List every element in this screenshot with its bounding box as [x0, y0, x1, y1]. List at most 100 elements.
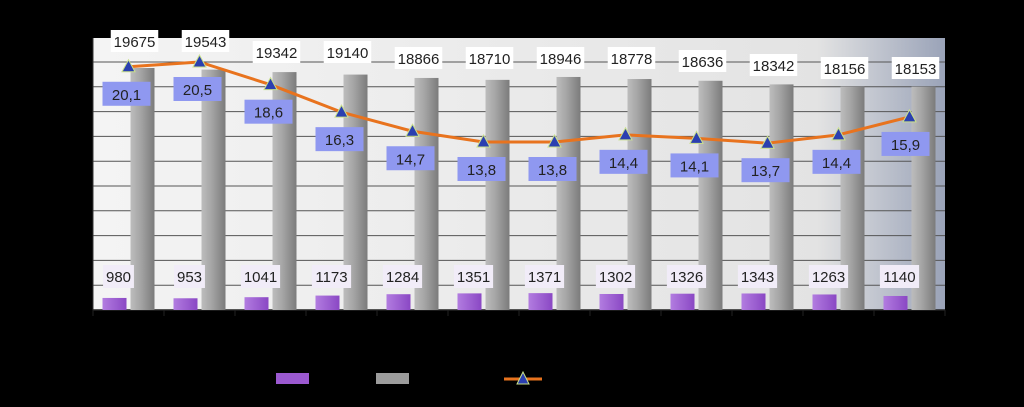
line-marker: [547, 133, 562, 148]
purple-value-label-box: [879, 265, 920, 288]
gray-value-label-box: [536, 47, 585, 69]
gray-value-label: 19543: [185, 34, 227, 51]
line-value-label: 14,4: [822, 155, 851, 172]
purple-value-label-box: [666, 265, 707, 288]
gray-value-label: 18156: [824, 61, 866, 78]
purple-value-label: 1326: [670, 269, 703, 286]
purple-value-label: 1041: [244, 269, 277, 286]
gray-value-label: 18710: [469, 51, 511, 68]
line-value-label-box: [102, 81, 151, 106]
line-marker: [902, 108, 917, 123]
gray-value-label-box: [181, 30, 230, 52]
gray-value-label-box: [749, 54, 798, 76]
gray-value-label-box: [607, 47, 656, 69]
line-value-label-box: [315, 127, 364, 152]
bar-purple: [599, 293, 624, 310]
gray-value-label: 18946: [540, 51, 582, 68]
bar-purple: [528, 293, 553, 310]
purple-value-label: 953: [177, 269, 202, 286]
purple-value-label: 1284: [386, 269, 419, 286]
line-value-label-box: [741, 158, 790, 183]
line-value-label-box: [244, 99, 293, 124]
line-value-label: 14,1: [680, 158, 709, 175]
purple-value-label-box: [453, 265, 494, 288]
gray-value-label-box: [678, 50, 727, 72]
purple-value-label: 1343: [741, 269, 774, 286]
line-value-label: 15,9: [891, 137, 920, 154]
gray-value-label-box: [394, 47, 443, 69]
gray-value-label: 18636: [682, 54, 724, 71]
gray-value-label: 19140: [327, 45, 369, 62]
line-value-label: 20,5: [183, 82, 212, 99]
line-value-label: 14,7: [396, 151, 425, 168]
gray-value-label-box: [820, 57, 869, 79]
line-marker: [263, 76, 278, 91]
line-marker: [831, 126, 846, 141]
line-marker: [334, 104, 349, 118]
bar-gray: [130, 67, 155, 310]
gray-value-label-box: [252, 41, 301, 63]
bar-purple: [883, 295, 908, 310]
bar-purple: [386, 294, 411, 310]
purple-value-label-box: [382, 265, 423, 288]
purple-value-label-box: [595, 265, 636, 288]
line-marker: [689, 130, 704, 144]
bar-purple: [670, 293, 695, 310]
line-value-label: 13,7: [751, 163, 780, 180]
line-marker: [476, 133, 491, 148]
line-value-label-box: [386, 146, 435, 171]
line-path: [128, 60, 910, 145]
purple-value-label: 980: [106, 269, 131, 286]
gray-value-label-box: [465, 47, 514, 69]
line-value-label: 14,4: [609, 155, 638, 172]
purple-value-label: 1371: [528, 269, 561, 286]
purple-value-label-box: [240, 265, 281, 288]
bar-gray: [201, 69, 226, 311]
line-marker: [121, 58, 136, 73]
purple-value-label: 1263: [812, 269, 845, 286]
line-value-label-box: [173, 77, 222, 101]
line-value-label-box: [457, 157, 506, 181]
line-value-label-box: [670, 153, 719, 178]
legend-marker: [516, 370, 530, 385]
bar-purple: [315, 295, 340, 310]
bar-purple: [173, 298, 198, 310]
line-value-label: 13,8: [538, 162, 567, 179]
line-value-label-box: [812, 149, 861, 174]
purple-value-label-box: [311, 265, 352, 288]
line-value-label: 18,6: [254, 105, 283, 122]
purple-value-label-box: [808, 265, 849, 288]
line-value-label-box: [528, 157, 577, 181]
legend-swatch-gray: [376, 373, 409, 384]
line-value-label-box: [599, 149, 648, 174]
line-marker: [405, 123, 420, 137]
bar-purple: [457, 293, 482, 310]
grid-lines: [92, 38, 946, 316]
purple-value-label: 1173: [315, 269, 347, 286]
line-value-label: 16,3: [325, 132, 354, 149]
purple-value-label: 1140: [883, 269, 915, 286]
purple-value-label-box: [174, 265, 205, 288]
plot-area: [93, 38, 945, 310]
purple-value-label: 1302: [599, 269, 632, 286]
bar-purple: [812, 294, 837, 310]
gray-value-label: 19675: [114, 34, 156, 51]
gray-value-label-box: [323, 41, 372, 63]
gray-value-label-box: [891, 57, 940, 79]
line-marker: [618, 126, 633, 141]
gray-value-label: 18153: [895, 61, 937, 78]
line-series: [121, 53, 917, 149]
purple-value-label: 1351: [457, 269, 490, 286]
bar-purple: [102, 297, 127, 310]
line-value-label-box: [881, 131, 930, 156]
legend-swatch-purple: [276, 373, 309, 384]
gray-value-label: 18342: [753, 58, 795, 75]
purple-value-label-box: [103, 265, 134, 288]
gray-value-label: 18778: [611, 51, 653, 68]
line-marker: [192, 53, 207, 68]
purple-value-label-box: [737, 265, 778, 288]
line-value-label: 20,1: [112, 87, 141, 104]
line-marker: [760, 135, 775, 149]
gray-value-label: 19342: [256, 45, 298, 62]
